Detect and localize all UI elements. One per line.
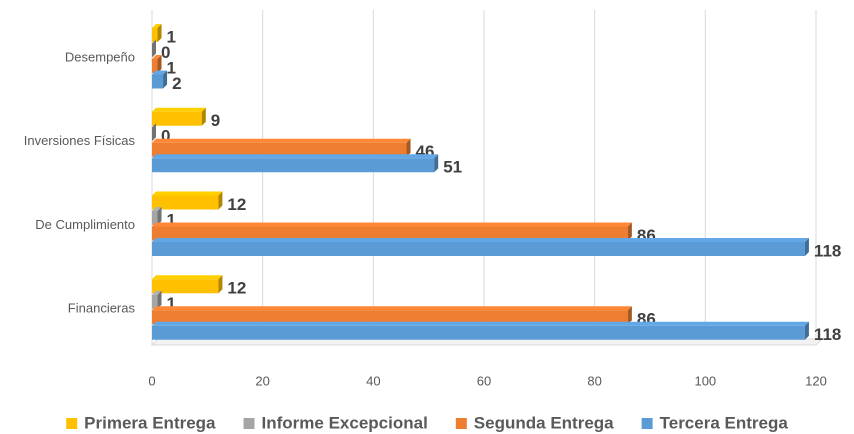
category-label: Desempeño [65,49,135,64]
bar [152,310,628,325]
bar-top [152,306,632,311]
bar-end [406,138,411,157]
bar [152,158,435,173]
value-label: 1 [167,27,176,46]
bar-top [152,275,223,280]
x-tick-label: 80 [587,373,601,388]
category-label: Financieras [68,301,136,316]
bar [152,142,407,157]
x-tick-label: 60 [477,373,491,388]
bar-top [152,238,809,242]
x-tick-label: 120 [805,373,827,388]
bar-end [627,306,632,325]
bar [152,195,219,210]
bar-top [152,290,162,295]
bar-top [152,207,162,211]
bar [152,325,805,340]
bar [152,28,158,42]
bar-end [218,275,223,294]
value-label: 51 [443,158,462,177]
bar-end [804,238,809,256]
floor [150,338,824,346]
bar [152,279,219,294]
x-tick-label: 0 [148,373,155,388]
bar-top [152,70,168,75]
bar-top [152,222,632,227]
legend: Primera Entrega Informe Excepcional Segund… [66,413,788,432]
bar-end [157,24,162,42]
x-tick-label: 20 [255,373,269,388]
bar-end [152,39,156,58]
legend-swatch [455,418,467,429]
value-label: 0 [161,43,170,62]
bar [152,211,158,225]
bar-end [627,222,632,241]
bar [152,59,158,73]
legend-label: Informe Excepcional [262,413,428,432]
bar [152,74,164,89]
value-label: 12 [227,279,246,298]
value-label: 1 [167,58,176,77]
bar-end [434,154,439,173]
bar [152,111,202,126]
bar-end [152,123,156,142]
x-tick-label: 100 [694,373,716,388]
bar-end [218,191,223,210]
value-label: 2 [172,74,181,93]
value-label: 1 [167,294,176,313]
bar [152,294,158,309]
bar-top [152,191,223,196]
value-label: 9 [211,111,220,130]
x-tick-label: 40 [366,373,380,388]
bar-top [152,138,411,143]
value-label: 12 [227,195,246,214]
bar-end [157,290,162,309]
legend-swatch [641,418,653,429]
bar [152,226,628,241]
bar-top [152,107,206,112]
bar-top [152,55,162,59]
category-label: De Cumplimiento [35,217,135,232]
category-label: Inversiones Físicas [24,133,136,148]
legend-label: Primera Entrega [84,413,216,432]
bar-top [152,154,439,159]
bar-end [163,70,168,89]
value-label: 1 [167,210,176,229]
legend-label: Tercera Entrega [660,413,789,432]
legend-swatch [66,418,78,429]
value-label: 118 [814,325,841,344]
bar-top [152,321,809,326]
value-label: 118 [814,241,841,260]
bar [152,242,805,256]
bar-end [804,321,809,340]
bar-top [152,24,162,28]
legend-swatch [243,418,255,429]
bar-end [157,55,162,73]
bar-end [157,207,162,225]
bar-end [201,107,206,126]
value-label: 0 [161,127,170,146]
legend-label: Segunda Entrega [474,413,614,432]
